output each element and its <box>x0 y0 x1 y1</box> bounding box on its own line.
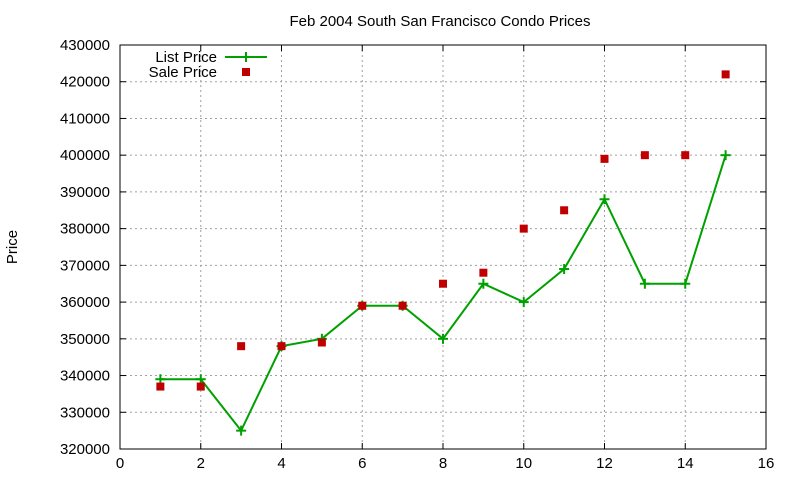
list-price-point <box>195 374 206 385</box>
axis-ticks: 0 2 4 6 8 10 12 14 16 320000 330000 340000 350000 360… <box>60 37 774 472</box>
x-tick-label: 6 <box>358 455 366 472</box>
chart-title: Feb 2004 South San Francisco Condo Price… <box>289 13 590 30</box>
list-price-point <box>478 278 489 289</box>
sale-price-point <box>600 154 609 163</box>
y-tick-label: 340000 <box>60 368 110 385</box>
grid <box>120 45 766 449</box>
sale-price-point <box>560 206 569 215</box>
list-price-point <box>639 278 650 289</box>
series-layer <box>155 70 731 436</box>
sale-price-point <box>237 342 246 351</box>
list-price-point <box>680 278 691 289</box>
x-tick-label: 0 <box>116 455 124 472</box>
x-tick-label: 16 <box>758 455 775 472</box>
list-price-point <box>518 297 529 308</box>
sale-price-point <box>358 301 367 310</box>
sale-price-point <box>519 224 528 233</box>
x-tick-label: 10 <box>515 455 532 472</box>
series-list-price <box>155 150 731 436</box>
y-axis-label: Price <box>4 230 21 264</box>
x-tick-label: 4 <box>277 455 285 472</box>
sale-price-point <box>439 279 447 288</box>
list-price-point <box>599 194 610 205</box>
list-price-point <box>236 425 247 436</box>
sale-price-point <box>317 338 326 347</box>
list-price-point <box>438 333 448 344</box>
y-tick-label: 380000 <box>60 221 110 238</box>
x-tick-label: 14 <box>677 455 694 472</box>
y-tick-label: 330000 <box>60 404 110 421</box>
sale-price-point <box>398 301 407 310</box>
x-tick-label: 2 <box>197 455 205 472</box>
y-tick-label: 360000 <box>60 294 110 311</box>
list-price-point <box>720 150 731 161</box>
x-tick-label: 8 <box>439 455 447 472</box>
legend-label: List Price <box>155 49 217 66</box>
sale-price-point <box>196 382 205 391</box>
sale-price-point <box>640 151 649 160</box>
legend-square-sample <box>242 68 250 76</box>
y-tick-label: 410000 <box>60 110 110 127</box>
y-tick-label: 370000 <box>60 257 110 274</box>
y-tick-label: 430000 <box>60 37 110 54</box>
list-price-point <box>155 374 166 385</box>
y-tick-label: 350000 <box>60 331 110 348</box>
y-tick-label: 390000 <box>60 184 110 201</box>
sale-price-point <box>156 382 165 391</box>
sale-price-point <box>277 342 286 351</box>
sale-price-point <box>479 268 488 277</box>
series-sale-price <box>156 70 730 391</box>
sale-price-point <box>721 70 730 79</box>
list-price-point <box>559 264 570 275</box>
sale-price-point <box>681 151 690 160</box>
y-tick-label: 420000 <box>60 74 110 91</box>
y-tick-label: 400000 <box>60 147 110 164</box>
x-tick-label: 12 <box>596 455 613 472</box>
legend-plus-sample <box>241 52 251 62</box>
y-tick-label: 320000 <box>60 441 110 458</box>
legend-label: Sale Price <box>149 64 217 81</box>
